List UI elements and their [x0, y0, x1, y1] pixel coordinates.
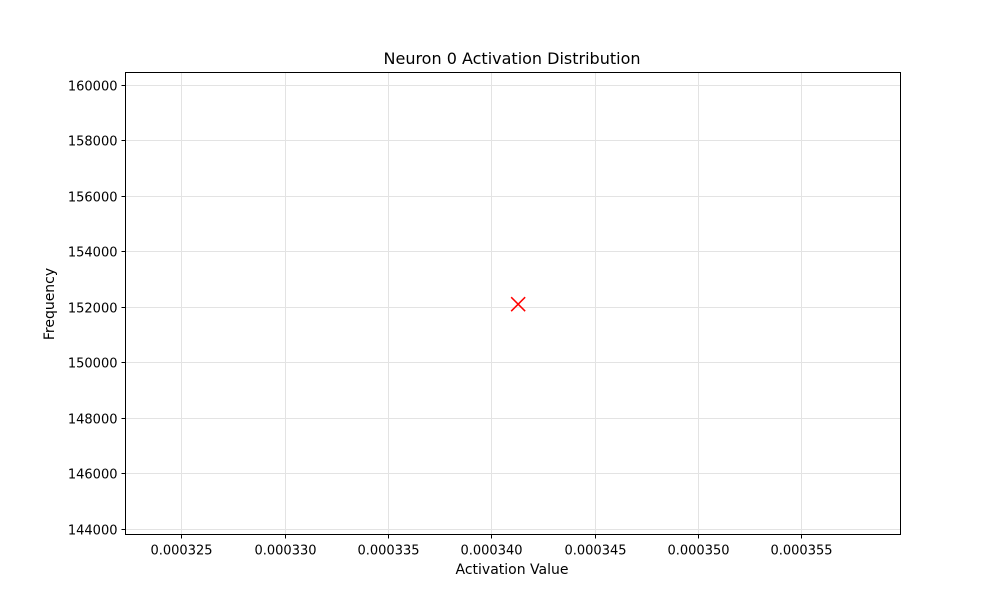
x-tick-label: 0.000355 [770, 544, 832, 559]
y-tick-label: 144000 [68, 524, 118, 539]
chart-title: Neuron 0 Activation Distribution [384, 49, 641, 68]
x-tick-label: 0.000345 [564, 544, 626, 559]
x-tick-label: 0.000340 [460, 544, 522, 559]
data-markers [510, 296, 526, 312]
x-tick-label: 0.000335 [357, 544, 419, 559]
x-tick-label: 0.000325 [150, 544, 212, 559]
data-point-x-marker [510, 296, 526, 312]
plot-frame [125, 72, 901, 535]
y-tick-label: 160000 [68, 80, 118, 95]
x-tick-label: 0.000330 [254, 544, 316, 559]
y-tick-label: 156000 [68, 191, 118, 206]
x-axis-label: Activation Value [456, 562, 569, 578]
y-tick-label: 154000 [68, 246, 118, 261]
y-tick-label: 152000 [68, 302, 118, 317]
y-tick-label: 148000 [68, 413, 118, 428]
y-tick-label: 146000 [68, 468, 118, 483]
x-tick-label: 0.000350 [667, 544, 729, 559]
y-tick-label: 150000 [68, 357, 118, 372]
y-tick-label: 158000 [68, 135, 118, 150]
axis-ticks: 0.000325 0.000330 0.000335 0.000340 0.000345… [68, 80, 833, 559]
y-axis-label: Frequency [42, 268, 58, 340]
grid-lines [125, 72, 901, 535]
